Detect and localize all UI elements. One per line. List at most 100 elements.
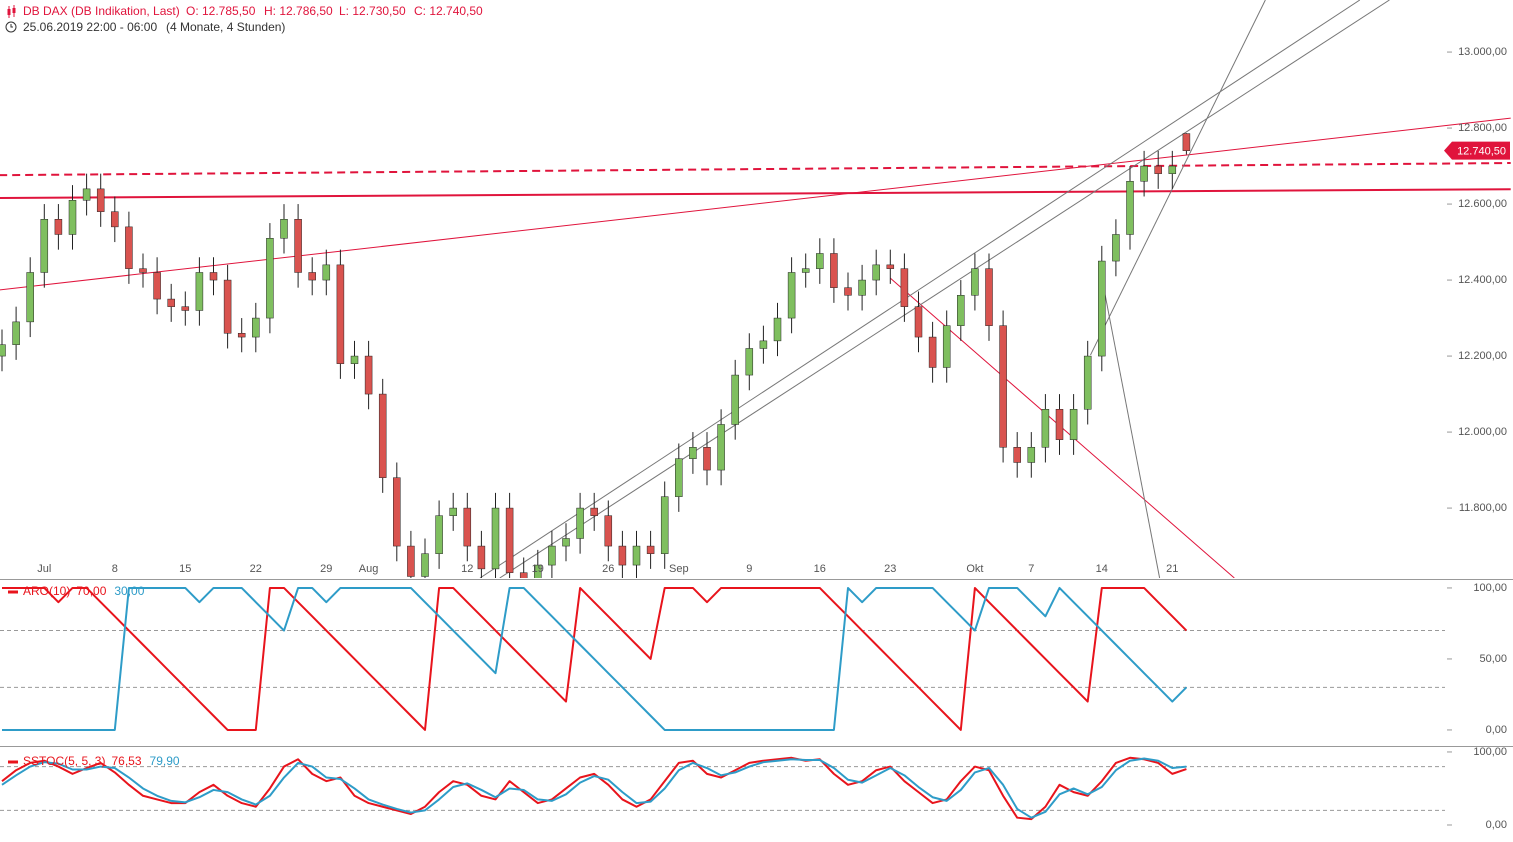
candle-body bbox=[223, 279, 232, 334]
candle-body bbox=[308, 272, 316, 281]
candle-body bbox=[957, 295, 965, 326]
candle-body bbox=[1168, 165, 1177, 174]
candle-body bbox=[519, 572, 528, 578]
candle-body bbox=[1055, 409, 1064, 440]
trendline bbox=[0, 188, 1511, 199]
y-tick-label: 12.600,00 bbox=[1458, 198, 1507, 210]
ohlc-low: L: 12.730,50 bbox=[339, 4, 406, 18]
y-tick-label: 0,00 bbox=[1486, 724, 1507, 736]
trendline bbox=[0, 117, 1511, 291]
candle-body bbox=[12, 321, 20, 345]
candle-body bbox=[364, 355, 373, 395]
candle-body bbox=[632, 545, 641, 566]
x-tick-label: 12 bbox=[461, 563, 473, 575]
indicator-line bbox=[2, 586, 1188, 731]
chart-period: (4 Monate, 4 Stunden) bbox=[166, 20, 285, 34]
candle-body bbox=[68, 200, 77, 235]
candle-body bbox=[1098, 260, 1106, 357]
ohlc-close: C: 12.740,50 bbox=[414, 4, 483, 18]
candle-body bbox=[830, 253, 838, 288]
indicator-title: SSTOC(5, 5, 3) bbox=[23, 754, 105, 768]
candle-body bbox=[576, 507, 584, 539]
candle-body bbox=[505, 507, 514, 573]
candle-body bbox=[294, 219, 302, 273]
candle-body bbox=[280, 219, 288, 239]
indicator-value: 70,00 bbox=[76, 584, 106, 598]
x-tick-label: 9 bbox=[746, 563, 752, 575]
candle-body bbox=[646, 545, 655, 554]
chart-title: DB DAX (DB Indikation, Last) bbox=[23, 4, 180, 18]
candle-body bbox=[548, 545, 556, 566]
candle-body bbox=[449, 507, 457, 516]
x-tick-label: 22 bbox=[250, 563, 262, 575]
candle-body bbox=[40, 219, 49, 273]
candle-body bbox=[491, 507, 500, 570]
x-tick-label: 15 bbox=[179, 563, 191, 575]
indicator-line bbox=[1, 756, 1187, 821]
candle-body bbox=[96, 188, 105, 212]
candle-body bbox=[125, 226, 133, 269]
candle-body bbox=[660, 496, 669, 554]
candle-body bbox=[858, 279, 866, 296]
y-tick-label: 100,00 bbox=[1473, 582, 1507, 594]
candle-body bbox=[54, 219, 63, 235]
indicator-title: ARO(10) bbox=[23, 584, 70, 598]
x-tick-label: 19 bbox=[532, 563, 544, 575]
x-tick-label: 16 bbox=[814, 563, 826, 575]
candle-body bbox=[463, 507, 472, 547]
y-tick-label: 12.000,00 bbox=[1458, 426, 1507, 438]
candle-body bbox=[195, 272, 204, 311]
candle-body bbox=[1112, 234, 1120, 262]
x-tick-label: Sep bbox=[669, 563, 689, 575]
candle-body bbox=[562, 538, 570, 547]
candle-body bbox=[350, 355, 359, 364]
y-tick-label: 12.400,00 bbox=[1458, 274, 1507, 286]
indicator-value: 79,90 bbox=[150, 754, 180, 768]
candle-body bbox=[759, 340, 768, 349]
candle-body bbox=[1027, 447, 1036, 463]
candle-body bbox=[1069, 409, 1078, 440]
trendline bbox=[479, 0, 1361, 578]
candle-body bbox=[689, 447, 697, 459]
indicator-value: 30,00 bbox=[114, 584, 144, 598]
candles bbox=[0, 133, 1191, 578]
indicator-value: 76,53 bbox=[111, 754, 141, 768]
candle-body bbox=[1154, 165, 1162, 174]
candle-body bbox=[618, 545, 627, 566]
y-tick-label: 100,00 bbox=[1473, 746, 1507, 758]
candle-body bbox=[787, 272, 796, 319]
candle-body bbox=[111, 211, 119, 228]
x-tick-label: Aug bbox=[359, 563, 379, 575]
candle-body bbox=[1140, 165, 1148, 182]
legend-swatch bbox=[8, 760, 18, 764]
candle-body bbox=[1013, 447, 1021, 463]
candle-body bbox=[167, 298, 175, 307]
candle-body bbox=[322, 264, 331, 281]
x-tick-label: 29 bbox=[320, 563, 332, 575]
legend-swatch bbox=[8, 590, 18, 594]
x-tick-label: 21 bbox=[1166, 563, 1178, 575]
candle-body bbox=[928, 336, 937, 368]
candle-body bbox=[886, 264, 895, 269]
candle-body bbox=[985, 268, 993, 326]
candle-body bbox=[181, 306, 190, 311]
candle-body bbox=[393, 477, 401, 547]
candle-body bbox=[745, 348, 754, 376]
candle-body bbox=[421, 553, 429, 577]
candle-body bbox=[252, 317, 260, 338]
candle-body bbox=[816, 253, 824, 269]
candle-body bbox=[477, 545, 486, 570]
candle-body bbox=[82, 188, 91, 201]
candle-body bbox=[731, 374, 739, 425]
axis-labels: 11.800,00 12.000,00 12.200,00 12.400,00 12.6… bbox=[8, 46, 1510, 831]
candle-body bbox=[139, 268, 147, 273]
x-tick-label: 26 bbox=[602, 563, 614, 575]
candle-body bbox=[703, 447, 711, 471]
candle-body bbox=[266, 238, 274, 319]
candle-body bbox=[844, 287, 852, 296]
ohlc-high: H: 12.786,50 bbox=[264, 4, 333, 18]
trendline bbox=[1099, 270, 1161, 578]
candle-body bbox=[435, 515, 443, 554]
